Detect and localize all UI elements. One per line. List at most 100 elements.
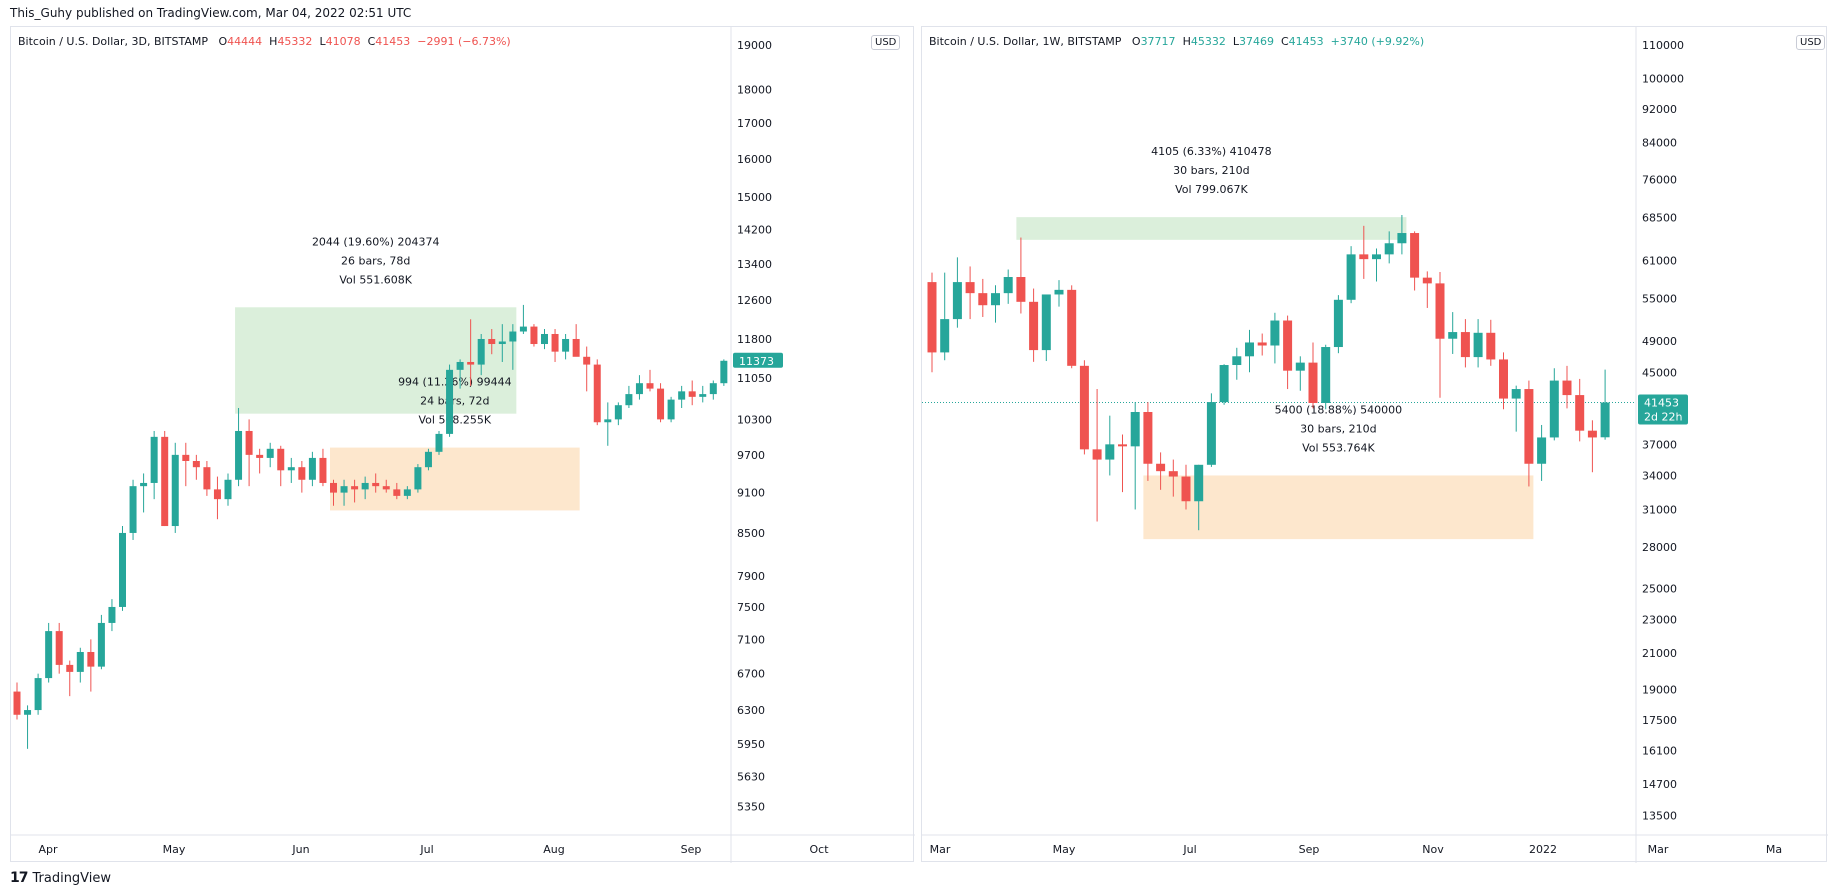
candle-body <box>87 651 95 667</box>
candle-body <box>1003 277 1013 294</box>
y-tick-label: 7100 <box>737 633 765 646</box>
chart-pane-right[interactable]: 4105 (6.33%) 410478 30 bars, 210d Vol 799.… <box>921 26 1828 863</box>
currency-button-right[interactable]: USD <box>1796 35 1826 50</box>
candle-body <box>519 326 527 332</box>
candle-body <box>1016 277 1026 302</box>
candle-body <box>1245 342 1254 357</box>
y-tick-label: 7900 <box>737 570 765 583</box>
candle-body <box>403 489 411 496</box>
zone-label: 30 bars, 210d <box>1173 164 1249 177</box>
countdown-label: 2d 22h <box>1644 411 1682 424</box>
footer-brand[interactable]: 17 TradingView <box>10 870 111 886</box>
candle-body <box>1194 464 1204 502</box>
candle-body <box>1181 476 1191 502</box>
y-tick-label: 6300 <box>737 704 765 717</box>
candle-body <box>435 433 443 452</box>
candle-body <box>635 383 643 395</box>
candle-body <box>1130 411 1140 447</box>
y-tick-label: 13400 <box>737 258 772 271</box>
x-tick-label: Sep <box>681 843 702 856</box>
y-tick-label: 21000 <box>1642 647 1677 660</box>
y-tick-label: 55000 <box>1642 292 1677 305</box>
candle-body <box>340 486 348 493</box>
y-tick-label: 8500 <box>737 527 765 540</box>
x-tick-label: May <box>1053 843 1076 856</box>
candle-body <box>66 664 74 672</box>
candle-body <box>667 399 675 420</box>
currency-button-left[interactable]: USD <box>871 35 901 50</box>
chart-3d-svg[interactable]: 2044 (19.60%) 204374 26 bars, 78d Vol 551.… <box>11 27 915 863</box>
y-tick-label: 5630 <box>737 771 765 784</box>
candle-body <box>1168 471 1178 477</box>
candle-body <box>277 448 285 471</box>
candle-body <box>1041 294 1051 351</box>
ohlc-close: 41453 <box>375 35 411 48</box>
candle-body <box>245 430 253 455</box>
chart-1w-svg[interactable]: 4105 (6.33%) 410478 30 bars, 210d Vol 799.… <box>922 27 1828 863</box>
tradingview-logo-icon: 17 <box>10 870 29 886</box>
candle-body <box>1397 233 1407 244</box>
x-tick-label: 2022 <box>1529 843 1557 856</box>
y-tick-label: 17000 <box>737 117 772 130</box>
zone-label: 2044 (19.60%) 204374 <box>312 235 440 248</box>
y-tick-label: 5950 <box>737 738 765 751</box>
candle-body <box>530 326 538 345</box>
price-label-box <box>1638 394 1688 425</box>
y-tick-label: 14700 <box>1642 778 1677 791</box>
candle-body <box>55 631 63 665</box>
y-tick-label: 34000 <box>1642 469 1677 482</box>
y-tick-label: 11800 <box>737 333 772 346</box>
candle-body <box>235 430 243 480</box>
range-zone <box>1143 475 1534 540</box>
candle-body <box>1384 243 1394 255</box>
y-tick-label: 25000 <box>1642 583 1677 596</box>
candle-body <box>319 457 327 483</box>
y-tick-label: 12600 <box>737 294 772 307</box>
candle-body <box>256 454 264 458</box>
chart-pane-left[interactable]: 2044 (19.60%) 204374 26 bars, 78d Vol 551.… <box>10 26 915 863</box>
zone-label: Vol 508.255K <box>418 414 491 427</box>
candle-body <box>298 467 306 480</box>
candle-body <box>456 361 464 370</box>
y-tick-label: 19000 <box>1642 684 1677 697</box>
symbol-title[interactable]: Bitcoin / U.S. Dollar, 1W, BITSTAMP <box>929 35 1122 48</box>
candle-body <box>1486 332 1496 360</box>
zone-label: 24 bars, 72d <box>420 395 489 408</box>
y-tick-label: 9100 <box>737 487 765 500</box>
candle-body <box>129 486 137 533</box>
candle-body <box>203 467 211 490</box>
candle-body <box>1156 463 1166 472</box>
candle-body <box>287 467 295 471</box>
candle-body <box>424 451 432 468</box>
candle-body <box>108 606 116 623</box>
candle-body <box>1232 356 1242 366</box>
candle-body <box>382 486 390 490</box>
candle-body <box>372 482 380 487</box>
x-tick-label: Oct <box>809 843 829 856</box>
ohlc-high: 45332 <box>1190 35 1226 48</box>
candle-body <box>541 333 548 345</box>
y-tick-label: 37000 <box>1642 438 1677 451</box>
y-tick-label: 6700 <box>737 668 765 681</box>
candle-body <box>1524 389 1534 464</box>
candle-body <box>1308 362 1318 403</box>
zone-label: Vol 553.764K <box>1302 441 1375 454</box>
candle-body <box>213 489 221 500</box>
y-tick-label: 92000 <box>1642 103 1677 116</box>
candle-body <box>1422 277 1432 284</box>
candle-body <box>361 482 369 490</box>
candle-body <box>308 457 316 480</box>
y-tick-label: 15000 <box>737 191 772 204</box>
candle-body <box>1537 437 1547 464</box>
candle-body <box>498 341 506 345</box>
candle-body <box>477 338 485 365</box>
candle-body <box>45 631 53 679</box>
candle-body <box>13 691 21 715</box>
candle-body <box>583 356 591 365</box>
candle-body <box>940 319 950 353</box>
candle-body <box>1054 289 1064 295</box>
ohlc-change: −2991 (−6.73%) <box>417 35 511 48</box>
symbol-title[interactable]: Bitcoin / U.S. Dollar, 3D, BITSTAMP <box>18 35 208 48</box>
y-tick-label: 14200 <box>737 224 772 237</box>
candle-body <box>488 338 496 345</box>
